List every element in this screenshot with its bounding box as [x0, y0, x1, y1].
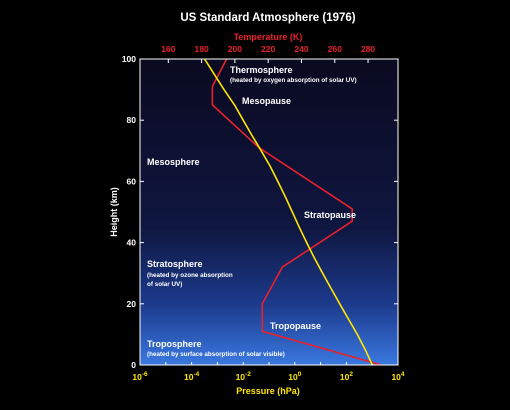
temperature-tick-label: 220 — [261, 44, 275, 54]
pressure-tick-exponent: 4 — [401, 371, 405, 378]
y-tick-label: 0 — [131, 360, 136, 370]
annotation-troposphere-note: (heated by surface absorption of solar v… — [147, 351, 285, 358]
pressure-tick-base: 10 — [236, 372, 246, 382]
chart-title: US Standard Atmosphere (1976) — [180, 12, 355, 24]
annotation-thermosphere-note: (heated by oxygen absorption of solar UV… — [230, 77, 357, 84]
annotation-stratopause: Stratopause — [304, 210, 356, 220]
pressure-tick-base: 10 — [288, 372, 298, 382]
pressure-tick-label: 10-6 — [132, 371, 148, 382]
pressure-line — [203, 58, 374, 366]
pressure-tick-exponent: 0 — [298, 371, 302, 378]
temperature-line — [211, 58, 382, 366]
annotation-stratosphere-note-1: (heated by ozone absorption — [147, 272, 233, 279]
pressure-tick-label: 10-2 — [236, 371, 252, 382]
annotation-stratosphere-title: Stratosphere — [147, 259, 203, 269]
pressure-tick-exponent: -4 — [193, 371, 199, 378]
annotation-thermosphere: Thermosphere (heated by oxygen absorptio… — [230, 60, 357, 84]
annotation-stratosphere-note-2: of solar UV) — [147, 281, 182, 288]
plot-frame — [139, 58, 399, 366]
series-layer — [203, 58, 382, 366]
pressure-tick-exponent: -6 — [142, 371, 148, 378]
pressure-tick-label: 100 — [288, 371, 301, 382]
pressure-tick-exponent: -2 — [245, 371, 251, 378]
annotations: Thermosphere (heated by oxygen absorptio… — [147, 60, 357, 358]
y-tick-label: 20 — [127, 299, 137, 309]
pressure-tick-exponent: 2 — [349, 371, 353, 378]
temperature-tick-label: 260 — [328, 44, 342, 54]
pressure-tick-base: 10 — [391, 372, 401, 382]
pressure-tick-label: 10-4 — [184, 371, 200, 382]
pressure-tick-base: 10 — [184, 372, 194, 382]
annotation-tropopause: Tropopause — [270, 321, 321, 331]
plot-background — [140, 59, 398, 365]
pressure-tick-base: 10 — [132, 372, 142, 382]
annotation-mesopause: Mesopause — [242, 96, 291, 106]
pressure-tick-base: 10 — [340, 372, 350, 382]
bottom-axis-label: Pressure (hPa) — [236, 386, 300, 396]
pressure-tick-label: 104 — [391, 371, 404, 382]
temperature-tick-label: 240 — [294, 44, 308, 54]
annotation-troposphere-title: Troposphere — [147, 339, 202, 349]
temperature-tick-label: 200 — [228, 44, 242, 54]
annotation-mesosphere: Mesosphere — [147, 157, 200, 167]
y-tick-label: 80 — [127, 115, 137, 125]
y-axis-label: Height (km) — [109, 187, 119, 237]
annotation-thermosphere-title: Thermosphere — [230, 65, 293, 75]
temperature-tick-label: 180 — [194, 44, 208, 54]
temperature-tick-label: 280 — [361, 44, 375, 54]
temperature-tick-label: 160 — [161, 44, 175, 54]
y-tick-label: 60 — [127, 176, 137, 186]
annotation-troposphere: Troposphere (heated by surface absorptio… — [147, 334, 285, 358]
y-tick-label: 100 — [122, 54, 136, 64]
y-tick-label: 40 — [127, 238, 137, 248]
annotation-stratosphere: Stratosphere (heated by ozone absorption… — [147, 254, 237, 288]
top-axis-label: Temperature (K) — [234, 32, 303, 42]
pressure-tick-label: 102 — [340, 371, 353, 382]
